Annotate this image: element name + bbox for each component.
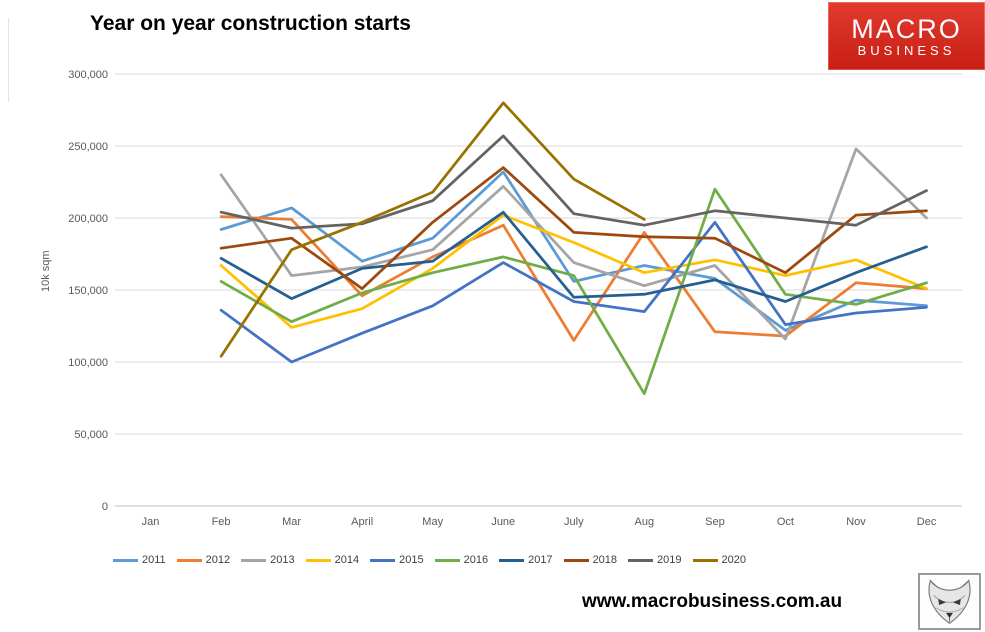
legend-label-2012: 2012 [205, 554, 231, 566]
legend-item-2011: 2011 [113, 554, 166, 566]
legend-swatch-2011 [113, 558, 138, 562]
x-tick-label-mar: Mar [282, 516, 301, 528]
x-tick-label-may: May [422, 516, 443, 528]
x-tick-label-jan: Jan [142, 516, 160, 528]
x-tick-label-oct: Oct [777, 516, 794, 528]
legend-item-2013: 2013 [241, 554, 295, 566]
y-tick-label-150000: 150,000 [68, 285, 108, 297]
legend-item-2019: 2019 [628, 554, 682, 566]
y-tick-label-250000: 250,000 [68, 141, 108, 153]
y-tick-label-0: 0 [102, 501, 108, 513]
y-tick-label-300000: 300,000 [68, 69, 108, 81]
series-line-2017 [219, 210, 928, 303]
legend-label-2011: 2011 [142, 554, 166, 566]
legend-label-2020: 2020 [721, 554, 747, 566]
x-tick-label-april: April [351, 516, 373, 528]
legend-swatch-2014 [305, 558, 331, 562]
legend-swatch-2017 [499, 558, 525, 562]
fox-head-icon [928, 579, 971, 624]
legend-swatch-2013 [241, 558, 267, 562]
x-tick-label-july: July [564, 516, 584, 528]
series-line-2013 [219, 147, 928, 341]
x-tick-label-aug: Aug [635, 516, 655, 528]
y-tick-label-100000: 100,000 [68, 357, 108, 369]
series-line-2014 [219, 213, 928, 329]
legend-label-2013: 2013 [270, 554, 295, 566]
y-axis-title: 10k sqm [40, 250, 52, 292]
series-line-2020 [219, 101, 646, 358]
logo-text-business: BUSINESS [857, 42, 956, 58]
logo-text-macro: MACRO [851, 13, 962, 44]
legend-item-2016: 2016 [434, 554, 489, 566]
x-tick-label-dec: Dec [917, 516, 937, 528]
cell-border-artifact [8, 18, 9, 102]
y-tick-label-200000: 200,000 [68, 213, 108, 225]
legend-label-2016: 2016 [463, 554, 489, 566]
legend-label-2017: 2017 [528, 554, 553, 566]
footer-url[interactable]: www.macrobusiness.com.au [582, 591, 843, 612]
legend-swatch-2018 [563, 558, 589, 562]
legend-label-2014: 2014 [334, 554, 360, 566]
legend-item-2018: 2018 [563, 554, 618, 566]
legend-item-2014: 2014 [305, 554, 360, 566]
fox-logo [918, 573, 981, 630]
legend-swatch-2016 [434, 558, 460, 562]
macrobusiness-logo: MACRO BUSINESS [828, 2, 985, 70]
x-tick-label-nov: Nov [846, 516, 866, 528]
legend-item-2020: 2020 [692, 554, 747, 566]
x-tick-label-sep: Sep [705, 516, 725, 528]
x-tick-label-feb: Feb [212, 516, 231, 528]
series-line-2016 [219, 187, 928, 396]
legend-item-2012: 2012 [176, 554, 231, 566]
legend-item-2017: 2017 [499, 554, 553, 566]
series-line-2018 [219, 166, 928, 290]
legend-swatch-2015 [370, 558, 396, 562]
legend-label-2018: 2018 [592, 554, 618, 566]
y-tick-label-50000: 50,000 [74, 429, 108, 441]
legend-swatch-2019 [628, 558, 654, 562]
legend-swatch-2012 [176, 558, 202, 562]
series-line-2019 [219, 134, 928, 230]
x-tick-label-june: June [491, 516, 515, 528]
legend-swatch-2020 [692, 558, 718, 562]
legend-label-2019: 2019 [657, 554, 682, 566]
legend-label-2015: 2015 [399, 554, 424, 566]
chart-title: Year on year construction starts [90, 12, 411, 35]
legend: 2011 2012 2013 2014 2015 2016 2017 2018 2019 2020 [113, 554, 746, 566]
series-line-2015 [219, 220, 928, 364]
legend-item-2015: 2015 [370, 554, 424, 566]
